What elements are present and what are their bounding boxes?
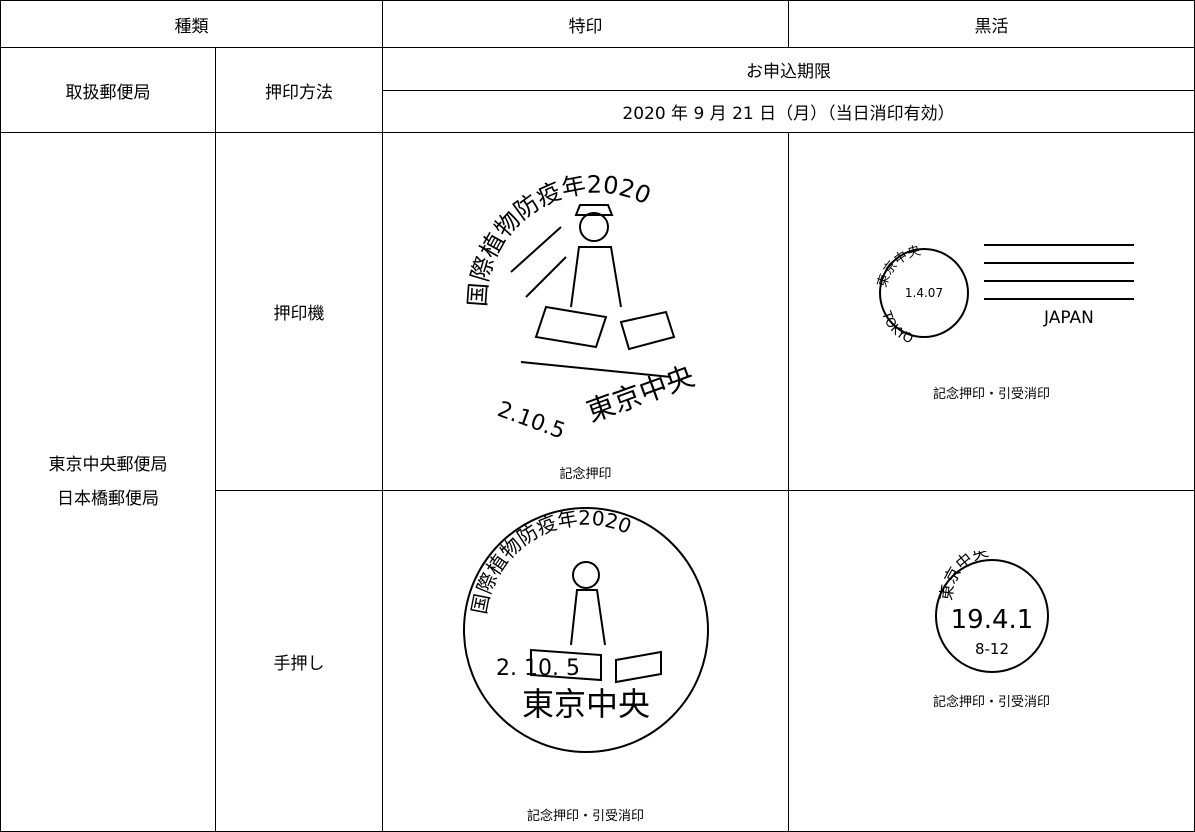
office-cell: 東京中央郵便局 日本橋郵便局: [0, 132, 216, 832]
postmark-top: 東京中央: [936, 551, 990, 601]
postmark-date: 19.4.1: [951, 605, 1034, 635]
special-stamp: 国際植物防疫年2020 2.10.5 東京中央: [463, 171, 698, 445]
crate: [530, 648, 662, 684]
stamp-caption: 記念押印・引受消印: [526, 809, 644, 824]
stamp-arc-text: 国際植物防疫年2020: [467, 506, 635, 616]
deadline-label: お申込期限: [382, 47, 1195, 91]
header-cell: 種類: [0, 0, 383, 48]
method-cell: 押印機: [215, 132, 383, 491]
black-stamp: 東京中央 1.4.07 TOKYO JAPAN: [874, 243, 1134, 347]
postmark-top: 東京中央: [874, 243, 922, 289]
method-header: 押印方法: [215, 47, 383, 133]
method-cell: 手押し: [215, 490, 383, 832]
figure-body: [570, 589, 606, 646]
figure-head: [572, 561, 600, 589]
stamp-cell: 東京中央 19.4.1 8-12 記念押印・引受消印: [788, 490, 1195, 832]
postmark-circle: [879, 248, 969, 338]
cancel-lines: [984, 244, 1134, 300]
postmark-bottom: TOKYO: [878, 308, 915, 347]
postmark-top: 東京中央: [936, 551, 990, 601]
figure-cap: [574, 204, 614, 216]
stamp-date: 2.10.5: [494, 397, 568, 444]
postmark-time: 8-12: [975, 640, 1009, 658]
stamp-cell: 東京中央 1.4.07 TOKYO JAPAN 記念押印・引受消印: [788, 132, 1195, 491]
stamp-circle: [463, 507, 709, 753]
header-cell: 黒活: [788, 0, 1195, 48]
stamp-cell: 国際植物防疫年2020 2. 10. 5 東京中央 記念押印・引受消印: [382, 490, 789, 832]
header-cell: 特印: [382, 0, 789, 48]
stamp-arc-text: 国際植物防疫年2020: [463, 171, 655, 308]
figure-body: [570, 246, 622, 308]
postmark-top: 東京中央: [874, 243, 922, 289]
deadline: 2020 年 9 月 21 日（月）（当日消印有効）: [382, 90, 1195, 133]
stamp-caption: 記念押印: [559, 467, 612, 482]
postmark-country: JAPAN: [1043, 308, 1094, 328]
special-stamp: 国際植物防疫年2020 2. 10. 5 東京中央: [463, 506, 709, 753]
postmark-bottom: TOKYO: [878, 308, 915, 347]
office-name: 日本橋郵便局: [57, 489, 159, 509]
stamp-place: 東京中央: [522, 685, 650, 723]
stamp-date: 2. 10. 5: [496, 656, 580, 681]
figure-head: [579, 212, 609, 242]
office-header: 取扱郵便局: [0, 47, 216, 133]
decoration: [510, 226, 672, 378]
postmark-date: 1.4.07: [905, 286, 943, 300]
crate: [534, 305, 676, 351]
postmark-circle: [935, 559, 1049, 673]
stamp-caption: 記念押印・引受消印: [932, 387, 1050, 402]
stamp-caption: 記念押印・引受消印: [932, 695, 1050, 710]
stamp-arc-text: 国際植物防疫年2020: [467, 506, 635, 616]
office-name: 東京中央郵便局: [48, 455, 168, 475]
stamp-arc-text: 国際植物防疫年2020: [463, 171, 655, 308]
black-stamp: 東京中央 19.4.1 8-12: [935, 551, 1049, 673]
stamp-cell: 国際植物防疫年2020 2.10.5 東京中央 記念押印: [382, 132, 789, 491]
